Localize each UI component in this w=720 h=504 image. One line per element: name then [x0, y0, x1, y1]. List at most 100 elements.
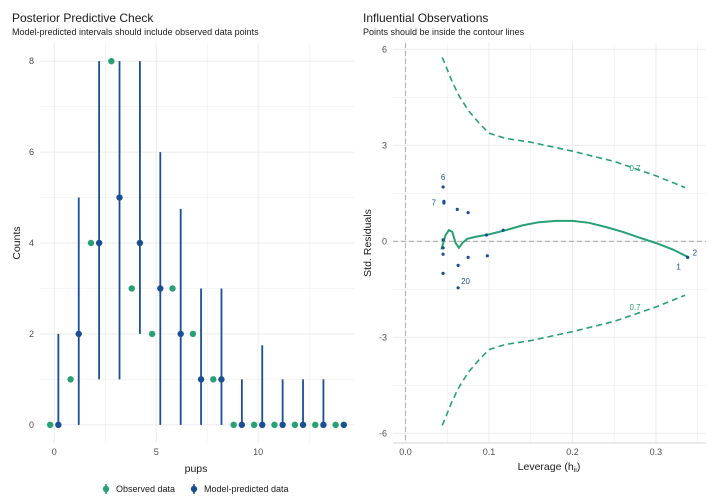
observed-point	[291, 421, 299, 429]
legend-predicted-label: Model-predicted data	[204, 484, 289, 494]
right-y-tick-label: 3	[382, 140, 387, 150]
left-y-tick-label: 0	[29, 420, 34, 430]
right-y-tick-labels: -6 -3 0 3 6	[379, 44, 387, 438]
residual-point	[441, 238, 445, 242]
right-x-tick-labels: 0.0 0.1 0.2 0.3	[399, 447, 662, 457]
observed-point	[67, 376, 74, 383]
predicted-point	[299, 421, 307, 429]
legend-observed-key	[102, 485, 110, 493]
residual-point	[686, 255, 690, 259]
left-x-tick-labels: 0 5 10	[52, 447, 263, 457]
residual-point	[485, 254, 489, 258]
right-reference-lines	[393, 43, 706, 443]
contour-label-upper: 0.7	[629, 164, 641, 173]
residual-point	[466, 255, 470, 259]
left-chart-title: Posterior Predictive Check	[12, 11, 154, 25]
right-chart-subtitle: Points should be inside the contour line…	[363, 27, 525, 37]
residual-point	[441, 252, 445, 256]
predicted-point	[157, 285, 164, 292]
predicted-point	[320, 421, 327, 429]
residual-point	[455, 207, 459, 211]
observed-point	[108, 57, 115, 65]
left-prediction-intervals	[57, 61, 325, 425]
left-x-axis-label: pups	[185, 463, 208, 475]
point-label: 20	[461, 277, 470, 286]
right-contour-lines: 0.7 0.7	[441, 57, 686, 426]
observed-point	[46, 421, 54, 429]
right-loess-curve	[440, 219, 689, 258]
observed-point	[210, 376, 217, 383]
right-y-tick-label: -6	[379, 428, 387, 438]
right-x-axis-label-tail: )	[577, 461, 581, 473]
observed-point	[312, 421, 319, 429]
left-y-tick-label: 2	[29, 329, 34, 339]
right-y-axis-label: Std. Residuals	[362, 209, 374, 277]
predicted-point	[177, 330, 184, 338]
left-panel: Posterior Predictive Check Model-predict…	[11, 11, 354, 475]
predicted-point	[259, 421, 266, 429]
residual-point	[501, 228, 505, 232]
contour-lower	[441, 294, 686, 426]
residual-point	[441, 185, 445, 189]
observed-point	[87, 239, 95, 247]
observed-point	[169, 285, 176, 292]
legend: Observed data Model-predicted data	[102, 484, 289, 494]
left-y-tick-label: 4	[29, 238, 34, 248]
observed-point	[189, 330, 197, 338]
left-observed-points	[46, 57, 339, 429]
legend-item-observed: Observed data	[102, 484, 175, 494]
residual-point	[442, 201, 446, 205]
predicted-point	[238, 421, 246, 429]
predicted-point	[218, 376, 225, 383]
left-x-tick-label: 10	[253, 447, 263, 457]
residual-point	[484, 233, 489, 237]
predicted-point	[340, 421, 348, 429]
legend-predicted-key	[190, 485, 198, 493]
left-gridlines	[40, 43, 354, 443]
contour-label-lower: 0.7	[629, 303, 641, 312]
left-y-tick-label: 8	[29, 56, 34, 66]
left-x-tick-label: 5	[154, 447, 159, 457]
predicted-point	[279, 421, 286, 429]
residual-point	[466, 211, 470, 215]
predicted-point	[95, 239, 103, 247]
right-gridlines	[393, 43, 706, 444]
point-label: 1	[676, 262, 681, 271]
observed-point	[148, 330, 156, 338]
point-label: 2	[693, 248, 698, 257]
right-x-axis-label-main: Leverage (h	[518, 461, 574, 473]
right-chart-title: Influential Observations	[363, 11, 488, 25]
predicted-point	[197, 376, 205, 383]
observed-point	[128, 285, 135, 292]
predicted-point	[55, 421, 62, 429]
predicted-point	[116, 194, 123, 201]
observed-point	[230, 421, 237, 429]
legend-item-predicted: Model-predicted data	[190, 484, 289, 494]
observed-point	[250, 421, 258, 429]
residual-point	[441, 271, 445, 275]
right-y-tick-label: 0	[382, 236, 387, 246]
left-chart-subtitle: Model-predicted intervals should include…	[12, 27, 259, 37]
contour-upper	[441, 57, 686, 189]
point-label: 6	[441, 173, 446, 182]
predicted-point	[75, 330, 82, 338]
right-points: 6 7 20 1 2	[431, 173, 698, 290]
right-x-axis-label: Leverage (hii)	[518, 461, 581, 474]
legend-observed-label: Observed data	[116, 484, 175, 494]
right-panel: Influential Observations Points should b…	[362, 11, 706, 474]
point-label: 7	[431, 198, 436, 207]
right-x-tick-label: 0.1	[483, 447, 496, 457]
observed-point	[271, 421, 278, 429]
loess-line	[440, 219, 689, 258]
right-y-tick-label: 6	[382, 44, 387, 54]
left-predicted-points	[55, 194, 348, 429]
observed-point	[332, 421, 339, 429]
predicted-point	[136, 239, 144, 247]
residual-point	[441, 246, 445, 250]
left-y-tick-labels: 0 2 4 6 8	[29, 56, 34, 430]
right-x-tick-label: 0.3	[650, 447, 663, 457]
right-x-tick-label: 0.0	[399, 447, 412, 457]
residual-point	[456, 263, 460, 267]
